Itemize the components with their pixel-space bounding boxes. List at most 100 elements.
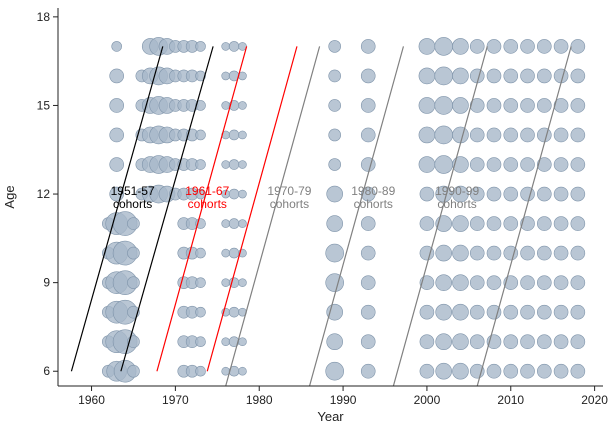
data-bubble xyxy=(553,216,569,231)
data-bubble xyxy=(238,130,247,140)
data-bubble xyxy=(328,99,341,112)
data-bubble xyxy=(111,41,122,52)
data-bubble xyxy=(553,186,569,202)
data-bubble xyxy=(570,186,586,202)
y-tick-label: 6 xyxy=(43,364,50,378)
data-bubble xyxy=(325,361,344,381)
data-bubble xyxy=(328,158,341,171)
axes: 1960 1970 1980 1990 2000 2010 2020 6 9 12 15 18 Ye… xyxy=(2,8,608,424)
data-bubble xyxy=(570,304,586,320)
data-bubble xyxy=(435,362,452,380)
data-bubble xyxy=(537,186,552,202)
data-bubble xyxy=(195,70,206,82)
data-bubble xyxy=(537,98,552,113)
x-tick-label: 1990 xyxy=(330,393,357,407)
data-bubble xyxy=(195,129,206,141)
y-tick-label: 9 xyxy=(43,276,50,290)
data-bubble xyxy=(221,248,230,258)
data-bubble xyxy=(221,160,230,169)
data-bubble xyxy=(520,245,535,261)
data-bubble xyxy=(503,334,519,350)
data-bubble xyxy=(127,246,140,260)
data-bubble xyxy=(228,306,240,318)
data-bubble xyxy=(452,362,469,380)
data-bubble xyxy=(570,157,586,172)
data-bubble xyxy=(503,98,519,113)
data-bubble xyxy=(553,127,569,143)
data-bubble xyxy=(419,304,435,320)
data-bubble xyxy=(418,97,436,114)
cohort-label-line2: cohorts xyxy=(113,197,152,211)
data-bubble xyxy=(418,67,436,85)
data-bubble xyxy=(238,160,247,169)
cohort-label-line1: 1980-89 xyxy=(351,184,395,198)
cohort-label-layer: 1951-57cohorts1961-67cohorts1970-79cohor… xyxy=(111,184,480,211)
data-bubble xyxy=(570,216,586,231)
data-bubble xyxy=(238,189,247,199)
data-bubble xyxy=(360,186,376,202)
data-bubble xyxy=(195,100,206,111)
data-bubble xyxy=(503,216,519,231)
y-axis-title: Age xyxy=(2,185,17,208)
data-bubble xyxy=(503,39,519,54)
bubble-layer xyxy=(102,37,586,383)
data-bubble xyxy=(238,278,247,287)
data-bubble xyxy=(418,156,436,173)
data-bubble xyxy=(520,216,535,231)
data-bubble xyxy=(360,334,376,350)
data-bubble xyxy=(360,245,376,261)
x-axis-ticks: 1960 1970 1980 1990 2000 2010 2020 xyxy=(78,386,608,407)
data-bubble xyxy=(418,126,436,144)
data-bubble xyxy=(238,101,247,110)
data-bubble xyxy=(452,156,469,173)
data-bubble xyxy=(195,336,206,348)
data-bubble xyxy=(469,334,485,350)
data-bubble xyxy=(127,364,140,378)
data-bubble xyxy=(360,363,376,379)
data-bubble xyxy=(520,363,535,379)
x-tick-label: 2010 xyxy=(497,393,524,407)
data-bubble xyxy=(325,273,344,292)
data-bubble xyxy=(486,68,502,84)
data-bubble xyxy=(452,38,469,55)
data-bubble xyxy=(419,216,435,231)
data-bubble xyxy=(221,337,230,347)
data-bubble xyxy=(452,67,469,85)
data-bubble xyxy=(452,215,469,232)
data-bubble xyxy=(570,334,586,350)
data-bubble xyxy=(328,128,341,142)
y-tick-label: 15 xyxy=(37,98,51,112)
data-bubble xyxy=(452,126,469,144)
data-bubble xyxy=(469,39,485,54)
data-bubble xyxy=(326,303,343,321)
data-bubble xyxy=(127,217,140,230)
data-bubble xyxy=(419,363,435,379)
data-bubble xyxy=(228,247,240,259)
data-bubble xyxy=(435,274,452,291)
data-bubble xyxy=(469,216,485,231)
cohort-line xyxy=(156,46,248,372)
x-tick-label: 2000 xyxy=(414,393,441,407)
y-axis-ticks: 6 9 12 15 18 xyxy=(37,10,58,378)
data-bubble xyxy=(419,186,435,202)
data-bubble xyxy=(537,157,552,172)
y-tick-label: 18 xyxy=(37,10,51,24)
data-bubble xyxy=(537,363,552,379)
cohort-label-line2: cohorts xyxy=(270,197,309,211)
data-bubble xyxy=(221,278,230,287)
data-bubble xyxy=(570,363,586,379)
data-bubble xyxy=(570,68,586,84)
data-bubble xyxy=(452,303,469,321)
data-bubble xyxy=(452,97,469,114)
data-bubble xyxy=(360,127,376,143)
x-tick-label: 1980 xyxy=(246,393,273,407)
data-bubble xyxy=(435,303,452,321)
data-bubble xyxy=(520,68,535,84)
data-bubble xyxy=(328,69,341,83)
data-bubble xyxy=(486,275,502,290)
data-bubble xyxy=(221,219,230,228)
data-bubble xyxy=(570,39,586,54)
data-bubble xyxy=(238,219,247,228)
data-bubble xyxy=(326,215,343,232)
